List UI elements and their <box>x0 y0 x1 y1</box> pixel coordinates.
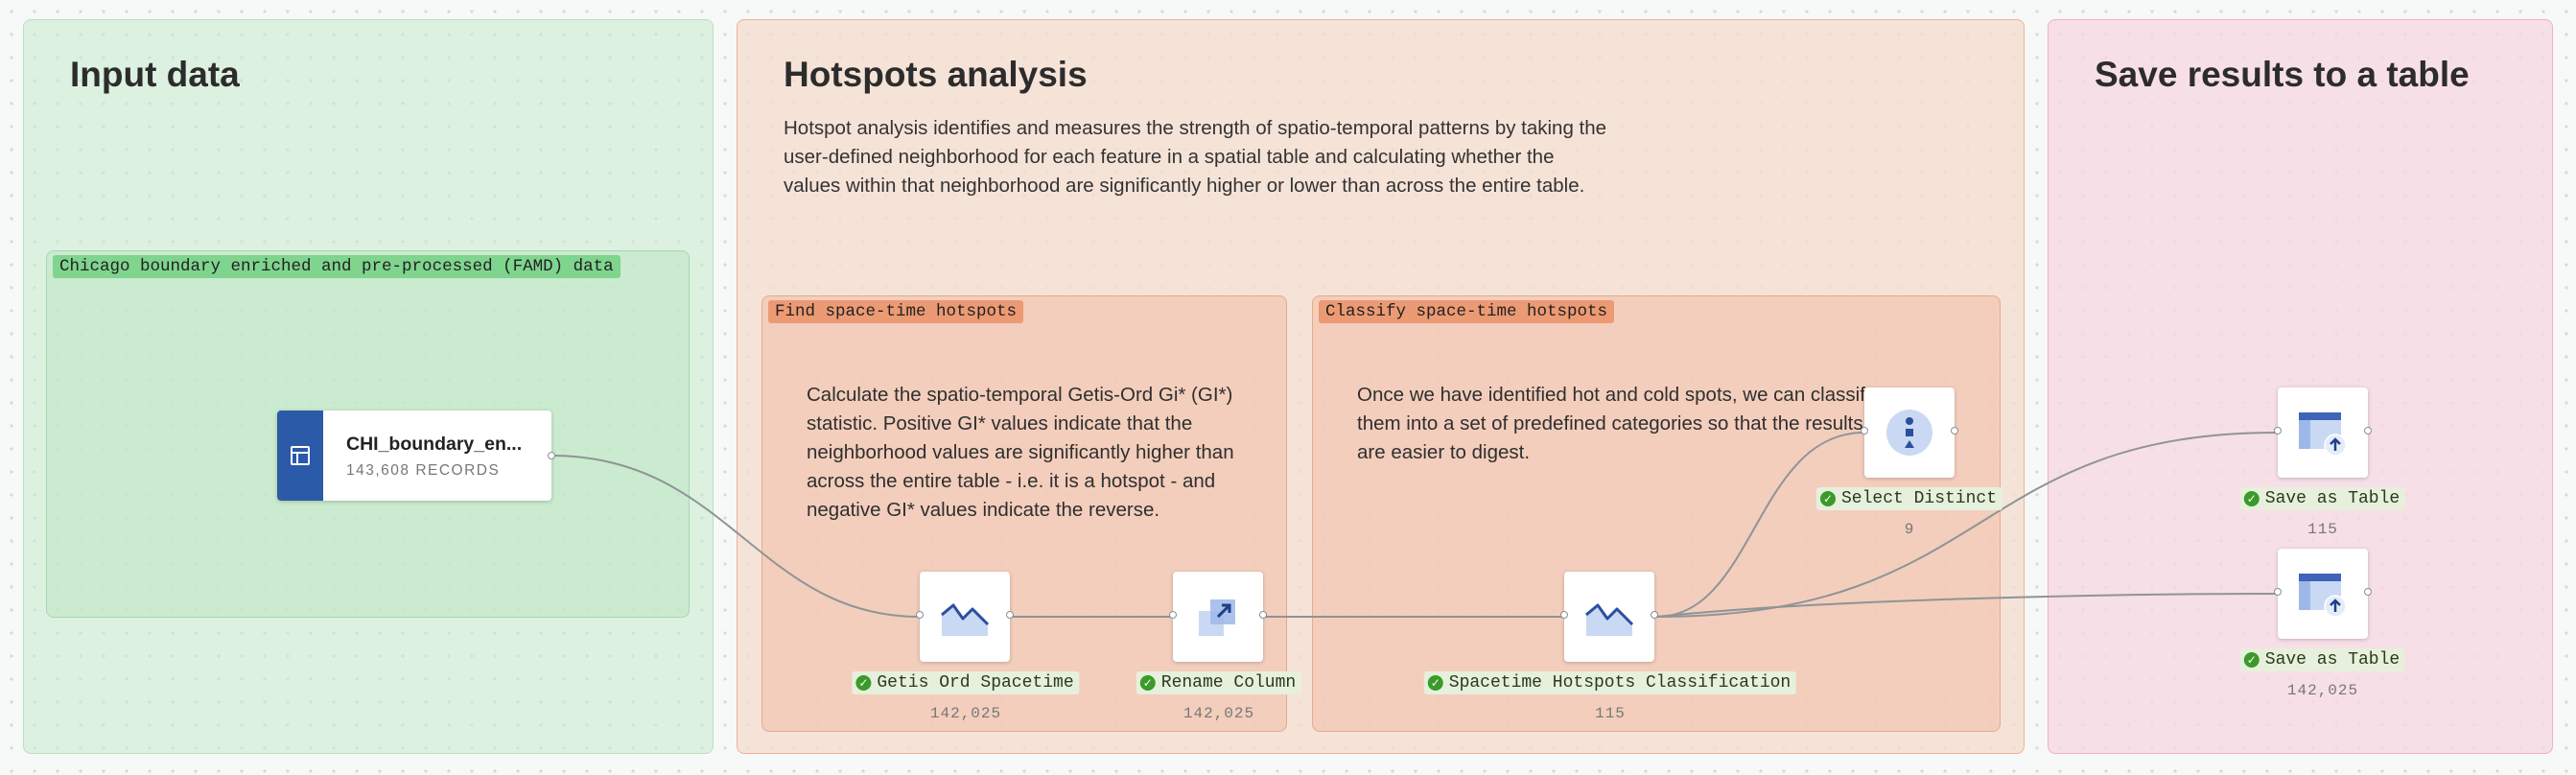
line-chart-icon <box>1585 603 1634 636</box>
rename-icon <box>1199 599 1235 636</box>
distinct-icon <box>1886 410 1932 456</box>
node-label-text: Select Distinct <box>1840 489 1998 508</box>
node-count-getis: 142,025 <box>929 705 1002 722</box>
input-port[interactable] <box>2274 427 2282 434</box>
check-circle-icon: ✓ <box>1819 491 1836 506</box>
section-title: Hotspots analysis <box>784 55 1088 94</box>
output-port[interactable] <box>2364 588 2372 596</box>
node-count-save1: 115 <box>2307 521 2338 538</box>
node-spacetime-classification[interactable] <box>1560 572 1658 662</box>
section-description: Hotspot analysis identifies and measures… <box>784 117 1607 197</box>
node-label-text: Save as Table <box>2264 489 2400 508</box>
check-circle-icon: ✓ <box>1427 675 1443 691</box>
node-label-text: Rename Column <box>1160 673 1297 693</box>
check-circle-icon: ✓ <box>1139 675 1156 691</box>
input-port[interactable] <box>1560 611 1568 619</box>
node-count-distinct: 9 <box>1904 521 1915 538</box>
source-record-count: 143,608 RECORDS <box>346 462 501 479</box>
source-bar <box>277 411 323 501</box>
node-label-text: Spacetime Hotspots Classification <box>1448 673 1791 693</box>
output-port[interactable] <box>1651 611 1658 619</box>
line-chart-icon <box>941 603 990 636</box>
node-label-distinct: ✓ Select Distinct <box>1815 487 2003 510</box>
node-label-getis: ✓ Getis Ord Spacetime <box>852 671 1080 694</box>
input-port[interactable] <box>1169 611 1177 619</box>
output-port[interactable] <box>548 452 555 459</box>
save-table-icon <box>2299 412 2347 457</box>
section-title: Save results to a table <box>2095 55 2470 94</box>
output-port[interactable] <box>1006 611 1014 619</box>
node-select-distinct[interactable] <box>1861 388 1958 478</box>
output-port[interactable] <box>1259 611 1267 619</box>
input-port[interactable] <box>1861 427 1868 434</box>
save-table-icon <box>2299 574 2347 618</box>
group-classify-hotspots[interactable]: Classify space-time hotspots Once we hav… <box>1312 295 2001 732</box>
node-getis-ord-spacetime[interactable] <box>916 572 1014 662</box>
input-port[interactable] <box>916 611 924 619</box>
node-label-text: Save as Table <box>2264 650 2400 669</box>
output-port[interactable] <box>2364 427 2372 434</box>
table-icon <box>291 446 310 465</box>
node-save-as-table-2[interactable] <box>2274 549 2372 639</box>
source-name: CHI_boundary_en... <box>346 434 523 455</box>
output-port[interactable] <box>1951 427 1958 434</box>
node-count-classification: 115 <box>1595 705 1626 722</box>
node-label-classification: ✓ Spacetime Hotspots Classification <box>1423 671 1797 694</box>
group-description: Calculate the spatio-temporal Getis-Ord … <box>807 384 1234 521</box>
node-save-as-table-1[interactable] <box>2274 388 2372 478</box>
node-label-save2: ✓ Save as Table <box>2239 648 2406 671</box>
check-circle-icon: ✓ <box>2243 491 2260 506</box>
node-label-text: Getis Ord Spacetime <box>877 673 1074 693</box>
node-rename-column[interactable] <box>1169 572 1267 662</box>
group-description: Once we have identified hot and cold spo… <box>1357 384 1876 463</box>
group-find-hotspots[interactable]: Find space-time hotspots Calculate the s… <box>761 295 1287 732</box>
group-label: Classify space-time hotspots <box>1319 300 1615 323</box>
group-label: Find space-time hotspots <box>768 300 1024 323</box>
check-circle-icon: ✓ <box>2243 652 2260 668</box>
source-node-chicago-boundary[interactable]: CHI_boundary_en... 143,608 RECORDS <box>277 411 555 501</box>
node-label-save1: ✓ Save as Table <box>2239 487 2406 510</box>
section-save-results: Save results to a table <box>2048 19 2553 754</box>
input-port[interactable] <box>2274 588 2282 596</box>
node-count-rename: 142,025 <box>1183 705 1255 722</box>
group-label: Chicago boundary enriched and pre-proces… <box>53 255 621 278</box>
node-label-rename: ✓ Rename Column <box>1136 671 1302 694</box>
node-count-save2: 142,025 <box>2286 682 2359 699</box>
section-title: Input data <box>70 55 240 94</box>
check-circle-icon: ✓ <box>855 675 872 691</box>
